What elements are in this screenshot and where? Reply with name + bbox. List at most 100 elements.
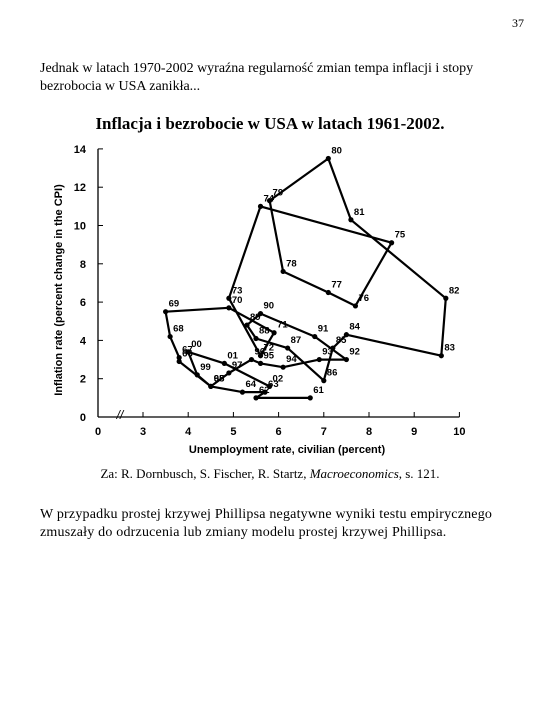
axis-break-marker: // [116,408,125,422]
point-label: 77 [331,280,342,291]
data-point [312,333,318,340]
point-label: 86 [327,368,338,379]
data-point [348,217,354,223]
x-tick-label: 9 [411,426,417,438]
chart-title: Inflacja i bezrobocie w USA w latach 196… [95,114,445,133]
x-tick-label: 4 [185,426,192,438]
data-point [226,295,232,301]
data-point [257,360,264,366]
point-label: 72 [264,343,275,354]
data-point [343,356,349,363]
y-axis-label: Inflation rate (percent change in the CP… [53,184,65,396]
page-number: 37 [512,16,524,30]
data-point [325,155,331,162]
point-label: 64 [245,379,256,390]
point-label: 80 [331,145,342,156]
y-tick-label: 0 [80,412,86,424]
source-suffix: , s. 121. [398,466,440,481]
data-point [325,289,331,296]
x-tick-label: 0 [95,426,101,438]
point-label: 65 [214,373,225,384]
point-label: 93 [322,347,333,358]
data-point [176,355,182,361]
data-point [257,353,264,359]
data-point [321,378,327,384]
point-label: 85 [336,335,347,346]
point-label: 00 [191,339,202,350]
data-point [253,335,259,342]
x-tick-label: 7 [321,426,327,438]
data-point [244,322,250,328]
source-prefix: Za: R. Dornbusch, S. Fischer, R. Startz, [100,466,310,481]
data-point [167,333,173,340]
data-point [185,349,191,355]
data-point [285,345,291,351]
data-point [330,345,336,351]
data-point [262,389,268,395]
point-label: 87 [291,335,302,346]
data-point [163,309,169,315]
data-point [280,364,286,370]
x-axis-label: Unemployment rate, civilian (percent) [189,444,386,456]
data-point [257,310,264,317]
point-label: 96 [254,347,265,358]
data-point [316,356,322,363]
point-label: 82 [449,285,460,296]
point-label: 71 [277,320,288,331]
y-tick-label: 14 [74,144,87,156]
data-point [307,395,313,401]
point-label: 01 [227,350,238,361]
data-point [438,353,444,359]
y-tick-label: 10 [74,221,86,233]
intro-paragraph: Jednak w latach 1970-2002 wyraźna regula… [40,61,474,94]
data-point [226,305,232,311]
point-label: 94 [286,354,297,365]
source-book-title: Macroeconomics [309,466,399,481]
point-label: 69 [169,299,180,310]
chart-points: 6162636465666768697071727374757677787980… [163,145,460,401]
data-point [226,370,232,376]
conclusion-paragraph: W przypadku prostej krzywej Phillipsa ne… [40,507,493,540]
point-label: 02 [273,373,284,384]
x-tick-label: 3 [140,426,146,438]
x-tick-label: 5 [230,426,236,438]
point-label: 90 [264,301,275,312]
data-point [176,358,182,365]
x-tick-label: 6 [276,426,282,438]
source-citation: Za: R. Dornbusch, S. Fischer, R. Startz,… [0,466,540,482]
point-label: 91 [318,324,329,335]
point-label: 83 [444,343,455,354]
point-label: 68 [173,324,184,335]
y-tick-label: 2 [80,374,86,386]
point-label: 81 [354,207,365,218]
point-label: 61 [313,385,324,396]
data-point [208,383,214,389]
point-label: 84 [349,322,360,333]
point-label: 75 [395,230,406,241]
point-label: 76 [358,293,369,304]
data-point [443,295,449,301]
data-point [343,332,349,338]
point-label: 88 [259,325,270,336]
data-point [271,330,277,336]
data-point [253,395,259,401]
data-point [352,303,359,309]
x-tick-label: 8 [366,426,372,438]
data-point [248,356,255,363]
data-point [257,203,264,209]
point-label: 89 [250,312,261,323]
point-label: 63 [268,379,279,390]
data-point [221,360,227,366]
data-point [280,268,286,275]
point-label: 95 [264,350,275,361]
point-label: 97 [232,360,243,371]
point-label: 98 [214,373,225,384]
point-label: 73 [232,285,243,296]
x-tick-label: 10 [453,426,465,438]
data-point [389,240,395,246]
data-point [266,383,273,389]
y-tick-label: 8 [80,259,86,271]
point-label: 99 [200,362,211,373]
